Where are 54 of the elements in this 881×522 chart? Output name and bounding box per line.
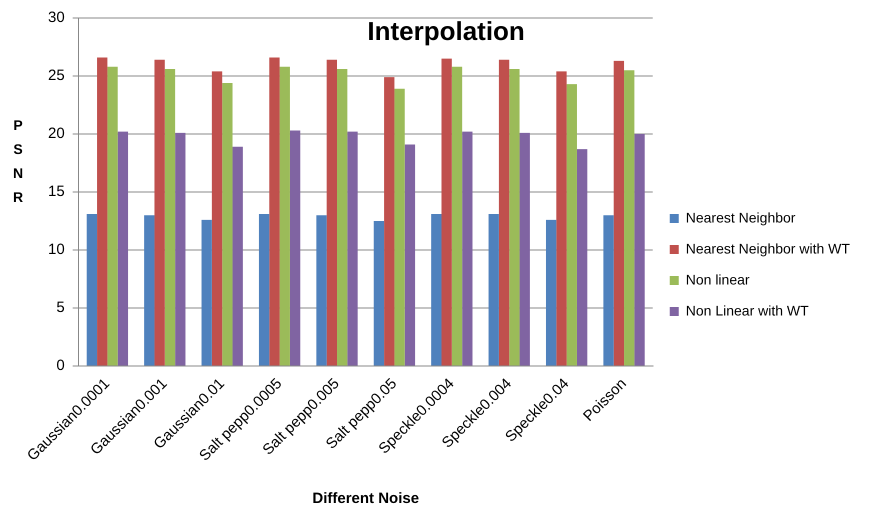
bar bbox=[488, 214, 499, 366]
bar bbox=[164, 69, 176, 366]
bar bbox=[509, 69, 520, 366]
bar bbox=[154, 60, 165, 366]
bar bbox=[316, 215, 327, 366]
bar bbox=[614, 60, 624, 366]
y-tick-label: 30 bbox=[48, 9, 65, 26]
bar bbox=[374, 221, 384, 366]
bar bbox=[175, 132, 186, 366]
legend-label: Nearest Neighbor bbox=[686, 209, 796, 226]
bar bbox=[326, 60, 338, 366]
y-tick-label: 20 bbox=[48, 125, 65, 142]
bar bbox=[431, 214, 442, 366]
chart-title: Interpolation bbox=[367, 16, 525, 46]
bar bbox=[144, 215, 154, 366]
bar bbox=[603, 215, 614, 366]
bar bbox=[634, 134, 645, 366]
bar bbox=[86, 214, 98, 366]
y-tick-label: 5 bbox=[56, 299, 65, 316]
y-tick-label: 10 bbox=[48, 241, 65, 258]
y-tick-label: 0 bbox=[56, 357, 65, 374]
legend-label: Nearest Neighbor with WT bbox=[686, 240, 850, 256]
bar bbox=[404, 144, 416, 366]
bar bbox=[441, 58, 452, 366]
bar bbox=[624, 70, 634, 366]
bar bbox=[212, 71, 222, 366]
bar bbox=[337, 69, 348, 366]
bar bbox=[232, 146, 243, 366]
bar bbox=[118, 132, 128, 366]
bar bbox=[97, 57, 108, 366]
bar bbox=[258, 214, 270, 366]
bar bbox=[498, 60, 510, 366]
legend-label: Non linear bbox=[686, 271, 750, 288]
bar bbox=[394, 88, 405, 366]
bar bbox=[556, 71, 567, 366]
bar bbox=[520, 132, 530, 366]
x-axis-title: Different Noise bbox=[312, 490, 420, 508]
bar bbox=[546, 220, 556, 366]
bar bbox=[576, 149, 588, 366]
bar bbox=[384, 77, 394, 366]
bar bbox=[107, 66, 118, 366]
y-axis-title: PSNR bbox=[12, 116, 24, 205]
bar bbox=[290, 130, 300, 366]
legend-label: Non Linear with WT bbox=[686, 302, 810, 318]
bar bbox=[280, 66, 290, 366]
bar bbox=[566, 84, 577, 366]
y-tick-label: 15 bbox=[48, 183, 65, 200]
bar bbox=[269, 57, 280, 366]
bar bbox=[452, 66, 462, 366]
y-tick-label: 25 bbox=[48, 67, 65, 84]
bar bbox=[202, 220, 212, 366]
bar bbox=[347, 132, 358, 366]
bar bbox=[462, 132, 472, 366]
bar bbox=[222, 82, 233, 366]
